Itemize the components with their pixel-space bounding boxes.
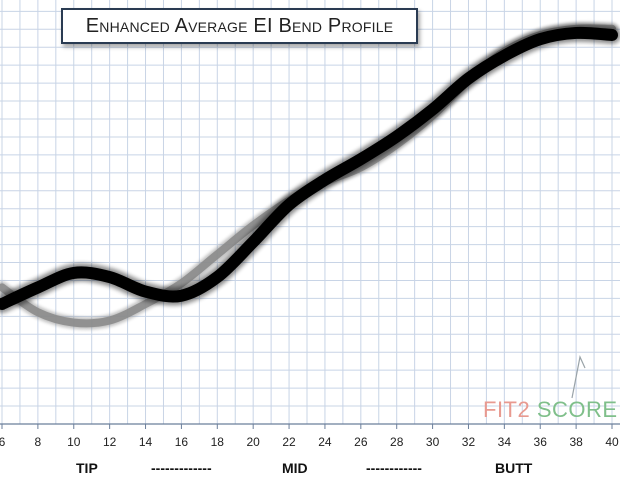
plot-grid (0, 0, 620, 425)
zone-label-tip: TIP (76, 460, 98, 476)
x-tick-label: 10 (67, 435, 81, 449)
zone-label-separator: ------------- (151, 460, 212, 476)
x-tick-label: 22 (282, 435, 296, 449)
x-tick-label: 34 (498, 435, 512, 449)
series-main-line (0, 26, 618, 310)
x-tick-label: 6 (0, 435, 6, 449)
fit2score-logo: FIT2 SCORE (483, 397, 618, 423)
zone-label-butt: BUTT (495, 460, 533, 476)
logo-text-score: SCORE (536, 397, 618, 422)
x-tick-label: 24 (318, 435, 332, 449)
logo-flourish (571, 355, 586, 399)
x-tick-label: 26 (354, 435, 368, 449)
x-tick-label: 32 (462, 435, 476, 449)
x-tick-label: 38 (569, 435, 583, 449)
x-tick-label: 36 (534, 435, 548, 449)
x-tick-label: 30 (426, 435, 440, 449)
x-tick-labels: 6 8 10 12 14 16 18 20 22 24 26 28 30 32 34 36 38 40 (0, 435, 619, 449)
x-tick-label: 20 (246, 435, 260, 449)
zone-label-separator: ------------ (366, 460, 422, 476)
x-tick-label: 12 (103, 435, 117, 449)
logo-text-fit: FIT2 (483, 397, 531, 422)
x-tick-label: 18 (211, 435, 225, 449)
x-axis (0, 423, 620, 429)
x-tick-label: 8 (35, 435, 42, 449)
x-tick-label: 40 (605, 435, 619, 449)
chart-title: Enhanced Average EI Bend Profile (61, 8, 418, 44)
x-tick-label: 28 (390, 435, 404, 449)
x-tick-label: 16 (175, 435, 189, 449)
zone-label-mid: MID (282, 460, 308, 476)
x-tick-label: 14 (139, 435, 153, 449)
series-lines (0, 22, 620, 330)
